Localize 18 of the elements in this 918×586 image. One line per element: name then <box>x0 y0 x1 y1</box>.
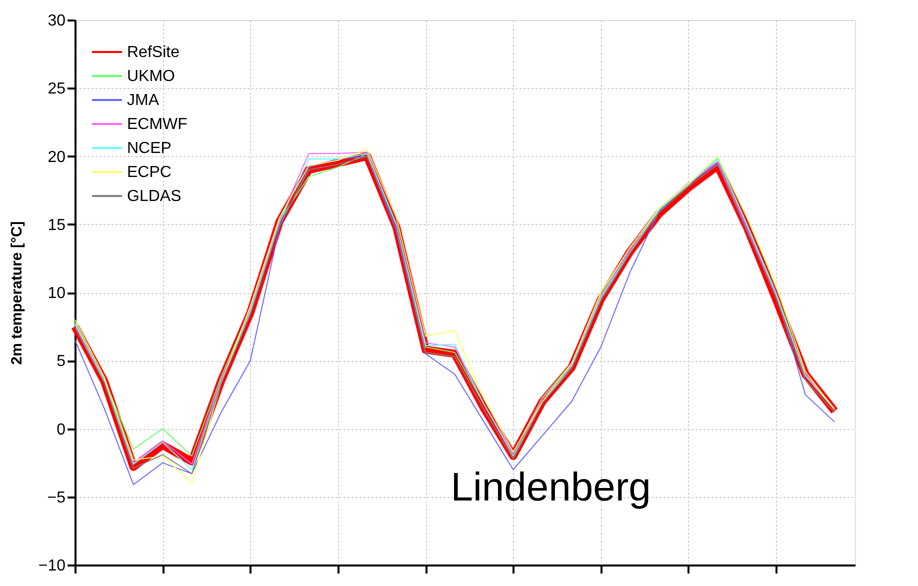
y-tick-label: 30 <box>48 12 66 30</box>
y-tick-label: 0 <box>56 421 66 438</box>
legend-label: RefSite <box>127 44 180 61</box>
y-tick-label: 15 <box>48 216 66 234</box>
y-tick-label: 25 <box>48 80 66 98</box>
y-tick-label: 10 <box>48 285 66 302</box>
legend-label: JMA <box>127 92 160 109</box>
y-axis-title: 2m temperature [°C] <box>8 221 26 365</box>
y-tick-label: 5 <box>56 353 66 370</box>
legend-label: GLDAS <box>127 188 182 205</box>
legend-label: ECPC <box>127 164 172 181</box>
legend-label: NCEP <box>127 140 172 157</box>
y-tick-label: 20 <box>48 148 66 166</box>
y-tick-label: −5 <box>47 489 66 506</box>
legend-label: ECMWF <box>127 116 188 133</box>
y-tick-label: −10 <box>38 558 66 574</box>
annotation: Lindenberg <box>450 466 651 510</box>
legend-label: UKMO <box>127 68 175 85</box>
